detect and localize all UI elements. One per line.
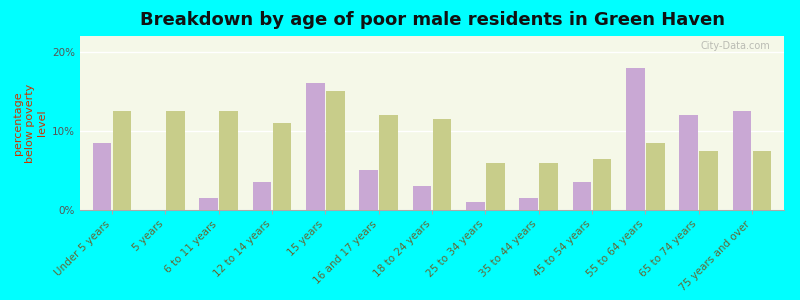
Bar — [93, 143, 111, 210]
Bar — [166, 111, 185, 210]
Bar — [593, 159, 611, 210]
Bar — [486, 163, 505, 210]
Bar — [359, 170, 378, 210]
Bar — [733, 111, 751, 210]
Bar — [219, 111, 238, 210]
Bar — [699, 151, 718, 210]
Bar — [753, 151, 771, 210]
Bar — [379, 115, 398, 210]
Bar — [433, 119, 451, 210]
Bar — [199, 198, 218, 210]
Bar — [466, 202, 485, 210]
Text: City-Data.com: City-Data.com — [700, 41, 770, 51]
Bar — [253, 182, 271, 210]
Bar — [113, 111, 131, 210]
Bar — [679, 115, 698, 210]
Bar — [306, 83, 325, 210]
Bar — [326, 92, 345, 210]
Bar — [273, 123, 291, 210]
Bar — [519, 198, 538, 210]
Bar — [646, 143, 665, 210]
Bar — [539, 163, 558, 210]
Y-axis label: percentage
below poverty
level: percentage below poverty level — [14, 83, 46, 163]
Bar — [573, 182, 591, 210]
Title: Breakdown by age of poor male residents in Green Haven: Breakdown by age of poor male residents … — [139, 11, 725, 29]
Bar — [626, 68, 645, 210]
Bar — [413, 186, 431, 210]
